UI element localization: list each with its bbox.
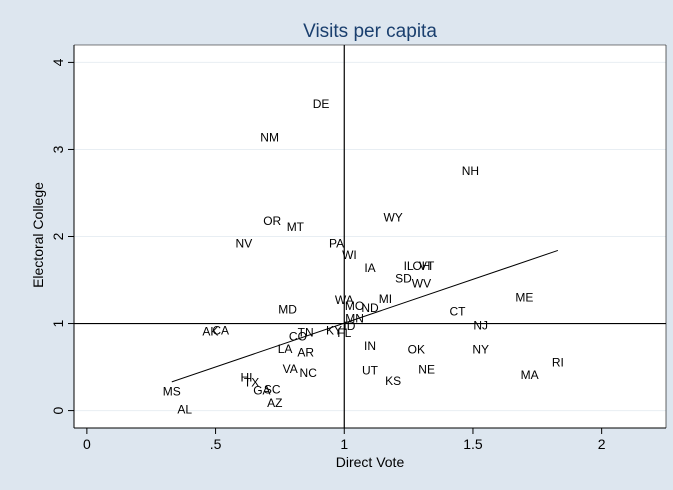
point-label-mn: MN [345,311,364,325]
point-label-ct: CT [450,304,467,318]
fit-line [171,249,559,383]
point-label-nj: NJ [473,318,488,332]
point-label-ia: IA [364,261,375,275]
point-label-az: AZ [267,396,282,410]
x-tick-label: 2 [598,436,606,452]
point-label-vt: VT [419,259,435,273]
point-label-sc: SC [264,383,281,397]
point-label-ak: AK [202,324,218,338]
x-tick-label: .5 [210,436,222,452]
point-label-mi: MI [379,292,392,306]
reference-lines [74,45,666,428]
point-label-fl: FL [337,326,351,340]
x-axis-title: Direct Vote [336,454,405,470]
point-label-wv: WV [412,277,431,291]
chart-title: Visits per capita [303,21,437,42]
point-label-mt: MT [287,220,305,234]
point-label-la: LA [278,342,293,356]
x-tick-label: 0 [83,436,91,452]
point-label-ok: OK [408,343,425,357]
point-label-oh: OH [412,259,430,273]
point-label-nd: ND [361,301,379,315]
point-label-wy: WY [383,210,402,224]
point-label-co: CO [289,330,307,344]
point-label-nc: NC [300,366,318,380]
point-label-tn: TN [298,325,314,339]
y-tick-label: 0 [50,406,66,414]
point-label-il: IL [404,259,414,273]
point-label-nv: NV [236,236,253,250]
point-label-ne: NE [418,363,435,377]
point-label-ms: MS [163,384,181,398]
point-label-ma: MA [521,368,539,382]
x-tick-label: 1.5 [463,436,483,452]
point-label-pa: PA [329,236,344,250]
y-axis-title: Electoral College [30,182,46,288]
point-label-ky: KY [326,324,342,338]
point-label-ks: KS [385,374,401,388]
point-label-ga: GA [253,384,270,398]
point-label-al: AL [177,403,192,417]
point-label-ny: NY [472,343,489,357]
axes: 0 .5 1 1.5 2 0 1 2 3 4 [50,44,667,452]
y-tick-label: 2 [50,232,66,240]
point-label-wa: WA [335,293,354,307]
point-label-ca: CA [212,324,229,338]
point-label-id: ID [343,319,355,333]
point-label-ut: UT [362,364,379,378]
y-tick-label: 3 [50,145,66,153]
point-label-nm: NM [260,130,279,144]
fit-line-layer [171,249,559,383]
point-label-sd: SD [395,271,412,285]
point-label-va: VA [283,362,298,376]
point-label-mo: MO [345,299,364,313]
point-label-hi: HI [240,371,252,385]
point-label-in: IN [364,339,376,353]
point-label-nh: NH [462,164,479,178]
point-label-tx: TX [244,376,259,390]
point-label-md: MD [278,303,297,317]
y-tick-label: 1 [50,319,66,327]
x-tick-label: 1 [340,436,348,452]
y-tick-label: 4 [50,58,66,66]
point-label-de: DE [313,97,330,111]
point-label-me: ME [515,290,533,304]
point-label-ri: RI [552,356,564,370]
point-label-or: OR [263,214,281,228]
point-label-wi: WI [342,248,357,262]
point-label-ar: AR [297,345,314,359]
